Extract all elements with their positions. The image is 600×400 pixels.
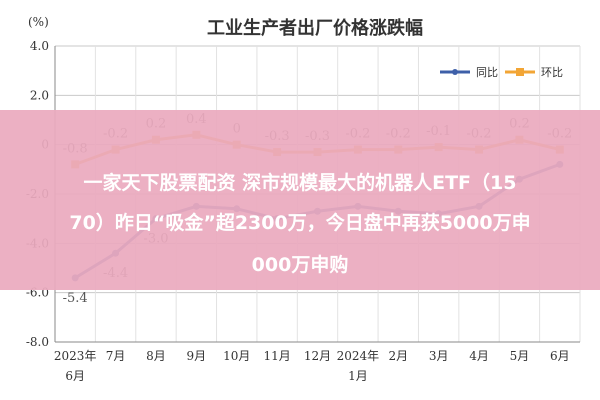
x-tick-label: 12月 xyxy=(304,349,331,363)
x-tick-label: 9月 xyxy=(187,349,207,363)
x-tick-label: 2024年 xyxy=(337,349,380,363)
x-tick-label: 8月 xyxy=(146,349,166,363)
y-tick-label: 2.0 xyxy=(30,88,49,102)
legend-marker-mom xyxy=(516,68,524,76)
y-tick-label: 4.0 xyxy=(30,39,49,53)
y-tick-label: -8.0 xyxy=(26,335,49,349)
x-tick-label: 2月 xyxy=(388,349,408,363)
banner-text-line-2: 70）昨日“吸金”超2300万，今日盘中再获5000万申 xyxy=(69,212,531,234)
banner-text-line-1: 一家天下股票配资 深市规模最大的机器人ETF（15 xyxy=(83,172,517,194)
x-tick-label: 1月 xyxy=(348,369,368,383)
y-unit-label: (%) xyxy=(28,15,49,29)
legend-marker-yoy xyxy=(452,69,458,75)
x-tick-label: 7月 xyxy=(106,349,126,363)
x-tick-label: 10月 xyxy=(223,349,250,363)
x-tick-label: 6月 xyxy=(65,369,85,383)
data-label: -5.4 xyxy=(63,291,88,306)
x-tick-label: 4月 xyxy=(469,349,489,363)
x-tick-label: 3月 xyxy=(429,349,449,363)
x-tick-label: 2023年 xyxy=(54,349,97,363)
legend-label-mom: 环比 xyxy=(541,66,563,79)
legend: 同比 环比 xyxy=(440,66,563,79)
banner-text-line-3: 000万申购 xyxy=(251,254,349,276)
legend-label-yoy: 同比 xyxy=(476,66,498,79)
overlay-banner: 一家天下股票配资 深市规模最大的机器人ETF（15 70）昨日“吸金”超2300… xyxy=(0,110,600,290)
x-tick-label: 6月 xyxy=(550,349,570,363)
chart-title: 工业生产者出厂价格涨跌幅 xyxy=(207,17,423,39)
x-tick-label: 5月 xyxy=(510,349,530,363)
x-tick-label: 11月 xyxy=(263,349,290,363)
